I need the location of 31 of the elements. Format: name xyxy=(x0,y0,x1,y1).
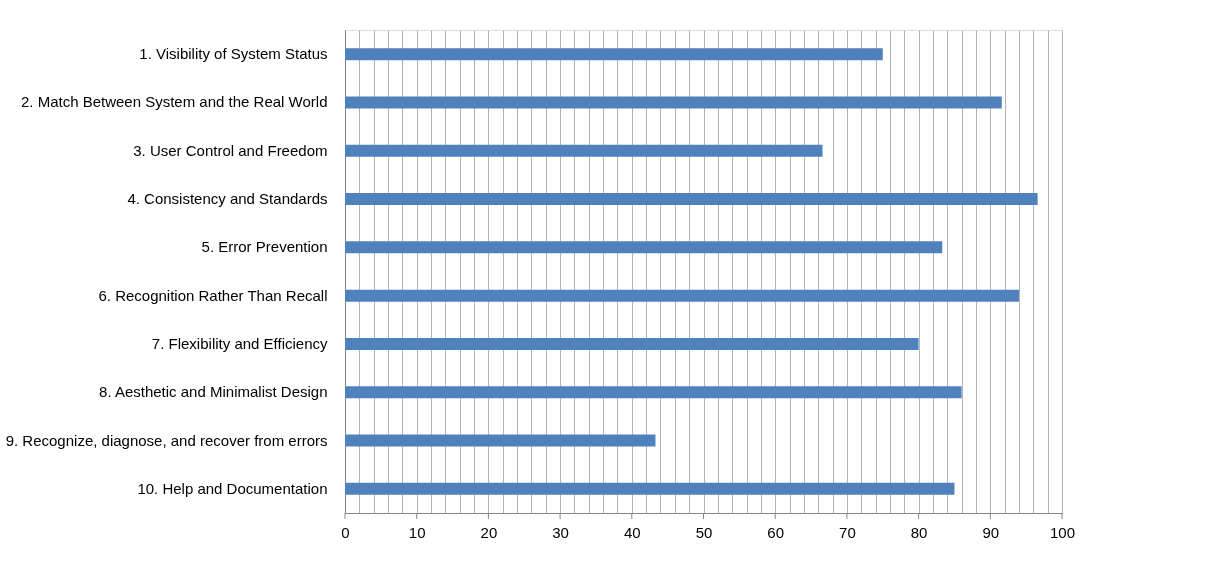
y-tick-label: 3. User Control and Freedom xyxy=(133,141,328,159)
bar xyxy=(345,289,1019,302)
y-tick-label: 8. Aesthetic and Minimalist Design xyxy=(99,383,328,401)
y-tick-label: 7. Flexibility and Efficiency xyxy=(151,334,328,352)
y-tick-label: 9. Recognize, diagnose, and recover from errors xyxy=(5,431,328,449)
x-tick-label: 100 xyxy=(1049,523,1076,541)
x-tick-label: 0 xyxy=(341,523,350,541)
y-tick-label: 2. Match Between System and the Real World xyxy=(20,93,328,111)
y-tick-label: 10. Help and Documentation xyxy=(137,479,328,497)
y-tick-label: 1. Visibility of System Status xyxy=(139,45,328,63)
x-tick-label: 10 xyxy=(408,523,426,541)
y-tick-label: 5. Error Prevention xyxy=(201,238,328,256)
x-tick-label: 20 xyxy=(480,523,498,541)
x-tick-label: 40 xyxy=(623,523,641,541)
bar xyxy=(345,144,823,157)
bar xyxy=(345,96,1002,109)
x-tick-label: 80 xyxy=(910,523,928,541)
x-tick-label: 50 xyxy=(695,523,713,541)
y-tick-label: 6. Recognition Rather Than Recall xyxy=(98,286,328,304)
bar xyxy=(345,386,962,399)
bar xyxy=(345,337,919,350)
bar xyxy=(345,482,955,495)
bar xyxy=(345,48,883,61)
bar xyxy=(345,434,656,447)
bar xyxy=(345,193,1038,206)
x-tick-label: 30 xyxy=(552,523,569,541)
x-tick-label: 90 xyxy=(982,523,1000,541)
y-tick-label: 4. Consistency and Standards xyxy=(127,190,328,208)
bar xyxy=(345,241,943,254)
x-tick-label: 70 xyxy=(839,523,856,541)
x-tick-label: 60 xyxy=(767,523,785,541)
